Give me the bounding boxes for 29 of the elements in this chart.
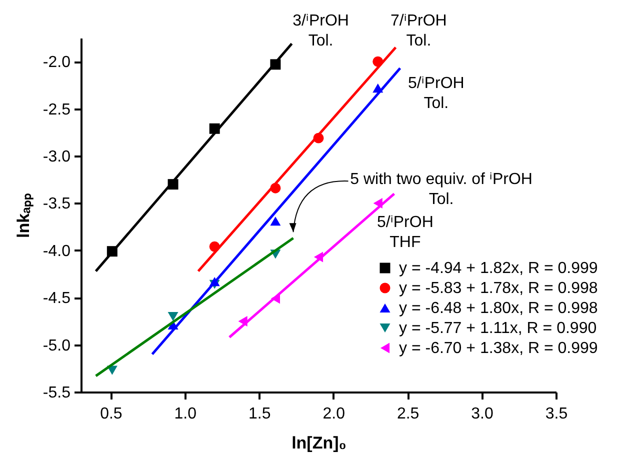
point [168,312,178,322]
point [270,216,281,226]
x-tick-label: 0.5 [100,406,122,422]
x-tick-label: 3.0 [471,406,494,422]
legend-label: y = -4.94 + 1.82x, R = 0.999 [399,260,598,277]
legend-label: y = -5.77 + 1.11x, R = 0.990 [399,320,597,337]
y-tick-label: -5.0 [42,337,71,354]
annotation: 5/ⁱPrOH THF [377,214,434,251]
y-tick-label: -3.0 [42,148,71,166]
x-tick-label: 2.0 [322,406,346,422]
x-tick-label: 2.5 [396,406,420,422]
annotation: 5 with two equiv. of ⁱPrOH Tol. [350,171,532,208]
y-tick-label: -4.5 [42,290,71,308]
annotation: 7/ⁱPrOH Tol. [390,12,447,50]
y-tick-label: -4.0 [42,242,71,260]
y-tick-label: -2.0 [42,54,71,72]
x-tick-label: 1.0 [174,406,197,422]
legend-label: y = -5.83 + 1.78x, R = 0.998 [399,280,598,297]
x-axis-title: ln[Zn]₀ [292,434,346,452]
y-tick-label: -3.5 [42,196,71,213]
y-tick-label: -2.5 [42,101,71,118]
annotation: 5/ⁱPrOH Tol. [408,75,464,112]
annotation: 3/ⁱPrOH Tol. [292,12,349,50]
y-tick-label: -5.5 [42,384,71,402]
legend-label: y = -6.48 + 1.80x, R = 0.998 [399,300,598,317]
x-tick-label: 3.5 [545,406,568,422]
y-axis-title: lnkₐₚₚ [14,193,34,238]
x-tick-label: 1.5 [248,406,271,422]
legend-label: y = -6.70 + 1.38x, R = 0.999 [399,340,598,357]
